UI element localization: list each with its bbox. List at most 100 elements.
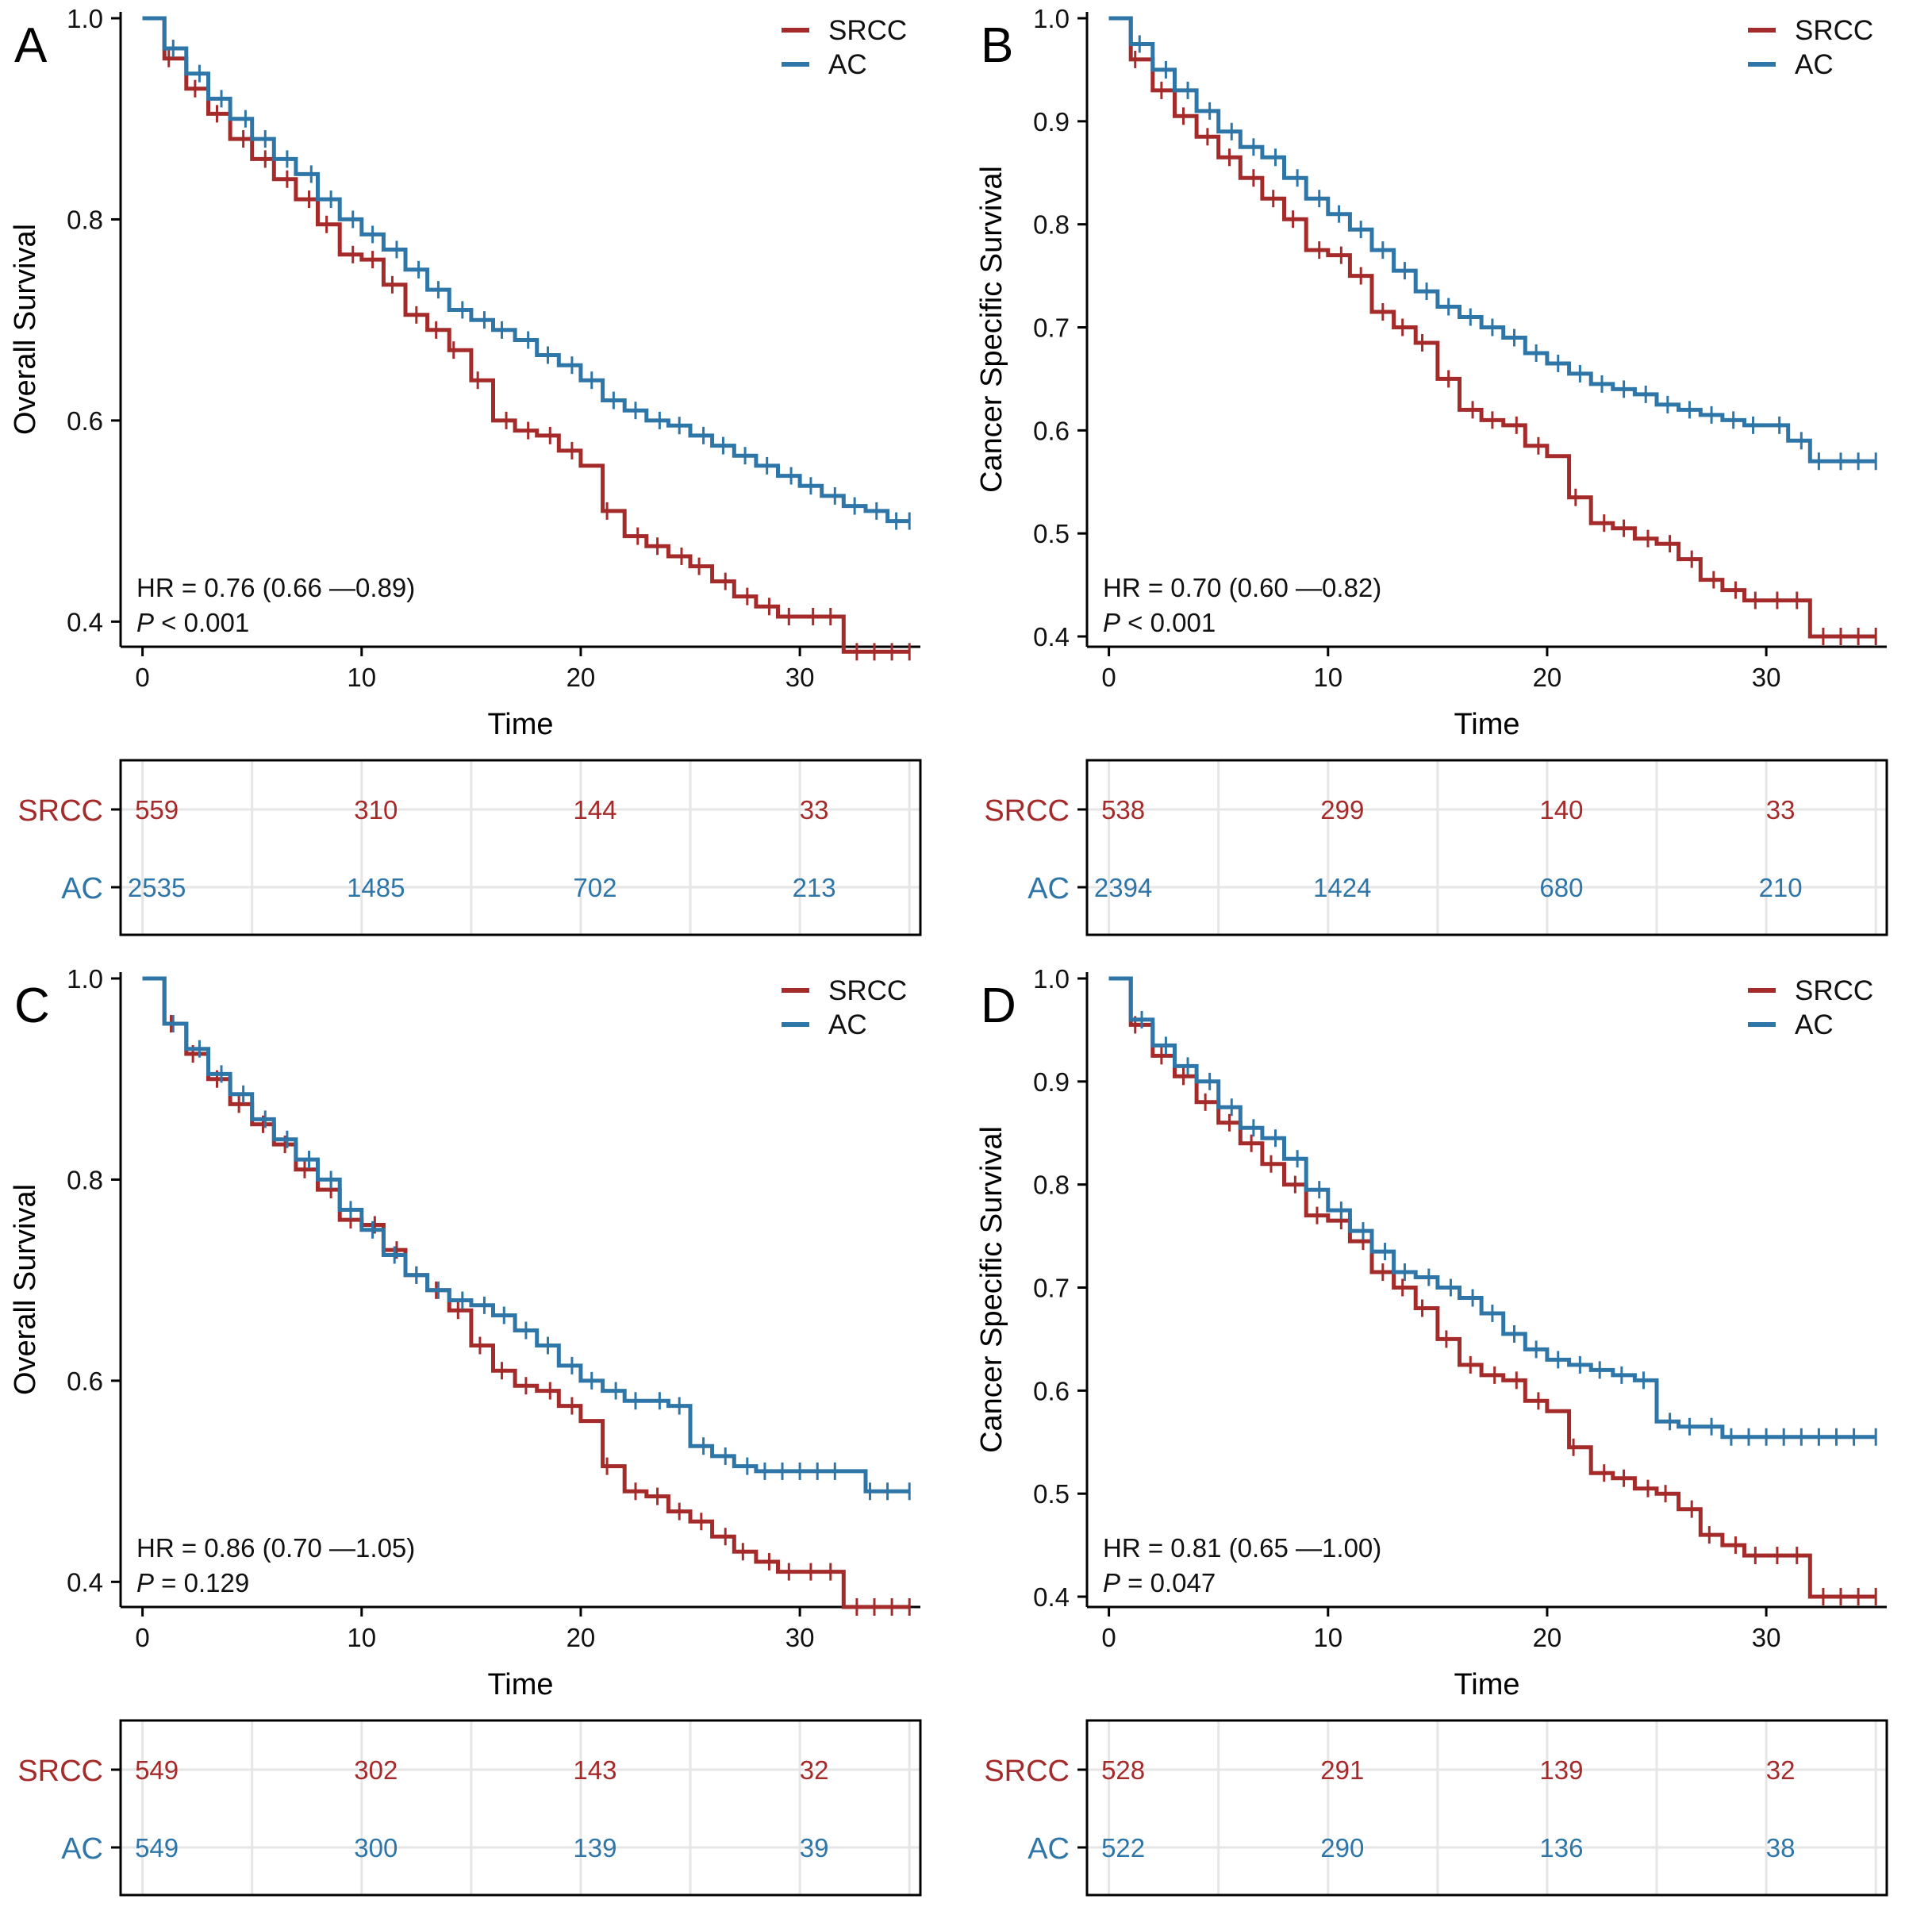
legend-label-ac: AC — [828, 1009, 867, 1040]
risk-count-srcc: 299 — [1320, 795, 1364, 825]
km-chart-svg: B 0.4 0.5 0.6 0.7 0.8 0.9 1.0 0 10 20 30 Time Cancer … — [975, 4, 1888, 936]
risk-group-label-ac: AC — [1027, 872, 1070, 905]
x-tick-label: 10 — [347, 1623, 376, 1652]
x-tick-label: 30 — [785, 1623, 815, 1652]
p-value-text: P < 0.001 — [1103, 608, 1216, 637]
x-axis-title: Time — [487, 1668, 553, 1701]
risk-count-srcc: 302 — [354, 1755, 398, 1785]
hazard-ratio-text: HR = 0.70 (0.60 —0.82) — [1103, 573, 1381, 602]
km-curves — [1108, 16, 1877, 646]
risk-count-srcc: 33 — [800, 795, 829, 825]
y-tick-label: 0.5 — [1033, 1479, 1070, 1509]
risk-table: SRCC 528 291 139 32 AC 522 290 136 38 — [984, 1719, 1888, 1897]
y-tick-label: 0.6 — [1033, 1376, 1070, 1405]
risk-count-srcc: 33 — [1766, 795, 1796, 825]
risk-group-label-srcc: SRCC — [17, 1755, 103, 1788]
y-axis-title: Overall Survival — [9, 1184, 42, 1395]
x-tick-label: 30 — [785, 663, 815, 692]
y-tick-label: 0.4 — [1033, 622, 1070, 652]
risk-count-srcc: 549 — [135, 1755, 179, 1785]
risk-count-ac: 139 — [573, 1833, 616, 1863]
p-value-text: P < 0.001 — [136, 608, 249, 637]
risk-table-frame — [119, 759, 922, 936]
km-chart-svg: A 0.4 0.6 0.8 1.0 0 10 20 30 Time Overall Survival… — [9, 4, 922, 936]
x-tick-label: 20 — [567, 663, 596, 692]
y-tick-label: 0.8 — [67, 1165, 103, 1194]
km-chart-svg: D 0.4 0.5 0.6 0.7 0.8 0.9 1.0 0 10 20 30 Time Cancer … — [975, 964, 1888, 1897]
legend-label-ac: AC — [1795, 1009, 1834, 1040]
legend-label-srcc: SRCC — [1795, 15, 1873, 46]
y-tick-label: 0.8 — [1033, 1171, 1070, 1200]
x-tick-label: 10 — [1313, 1623, 1342, 1652]
legend-label-srcc: SRCC — [828, 975, 907, 1006]
panel-letter: B — [981, 18, 1013, 73]
km-panel-d: D 0.4 0.5 0.6 0.7 0.8 0.9 1.0 0 10 20 30 Time Cancer … — [966, 960, 1919, 1920]
x-tick-label: 0 — [135, 663, 149, 692]
km-curves — [142, 976, 911, 1616]
x-tick-label: 20 — [1533, 663, 1562, 692]
x-tick-label: 30 — [1752, 1623, 1781, 1652]
y-tick-label: 1.0 — [1033, 4, 1070, 33]
risk-table: SRCC 549 302 143 32 AC 549 300 139 39 — [17, 1719, 922, 1897]
y-tick-label: 1.0 — [1033, 964, 1070, 994]
x-tick-label: 0 — [135, 1623, 149, 1652]
x-tick-label: 30 — [1752, 663, 1781, 692]
legend-label-ac: AC — [1795, 49, 1834, 80]
risk-count-ac: 2535 — [128, 873, 186, 902]
risk-count-ac: 1424 — [1313, 873, 1371, 902]
panel-letter: C — [14, 978, 50, 1033]
risk-count-srcc: 32 — [1766, 1755, 1796, 1785]
risk-count-ac: 210 — [1759, 873, 1803, 902]
legend-label-srcc: SRCC — [828, 15, 907, 46]
risk-count-ac: 38 — [1766, 1833, 1796, 1863]
x-tick-label: 0 — [1101, 663, 1116, 692]
km-curve-srcc — [1108, 976, 1876, 1599]
risk-table-frame — [119, 1719, 922, 1897]
risk-group-label-ac: AC — [61, 1832, 103, 1866]
risk-table: SRCC 538 299 140 33 AC 2394 1424 680 210 — [984, 759, 1888, 936]
risk-count-ac: 300 — [354, 1833, 398, 1863]
risk-table-frame — [1085, 759, 1888, 936]
y-axis-title: Cancer Specific Survival — [975, 1126, 1008, 1453]
y-tick-label: 1.0 — [67, 4, 103, 33]
risk-count-srcc: 139 — [1539, 1755, 1583, 1785]
risk-count-srcc: 143 — [573, 1755, 616, 1785]
hazard-ratio-text: HR = 0.81 (0.65 —1.00) — [1103, 1533, 1381, 1563]
km-curve-ac — [142, 16, 910, 524]
y-tick-label: 0.9 — [1033, 1067, 1070, 1097]
x-tick-label: 0 — [1101, 1623, 1116, 1652]
risk-count-srcc: 310 — [354, 795, 398, 825]
km-curves — [142, 16, 911, 661]
y-tick-label: 0.8 — [67, 205, 103, 234]
x-axis-title: Time — [1454, 708, 1519, 741]
risk-count-ac: 2394 — [1094, 873, 1152, 902]
risk-count-srcc: 140 — [1539, 795, 1583, 825]
y-tick-label: 0.7 — [1033, 313, 1070, 343]
risk-count-ac: 680 — [1539, 873, 1583, 902]
risk-count-srcc: 538 — [1101, 795, 1145, 825]
km-curve-ac — [142, 976, 910, 1494]
km-panel-a: A 0.4 0.6 0.8 1.0 0 10 20 30 Time Overall Survival… — [0, 0, 952, 960]
risk-count-ac: 702 — [573, 873, 616, 902]
panel-letter: A — [14, 18, 48, 73]
risk-count-srcc: 291 — [1320, 1755, 1364, 1785]
p-value: = 0.129 — [154, 1568, 249, 1597]
risk-count-srcc: 144 — [573, 795, 616, 825]
y-tick-label: 0.6 — [67, 1367, 103, 1396]
risk-count-srcc: 528 — [1101, 1755, 1145, 1785]
risk-count-ac: 39 — [800, 1833, 829, 1863]
km-panel-c: C 0.4 0.6 0.8 1.0 0 10 20 30 Time Overall Survival… — [0, 960, 952, 1920]
y-tick-label: 0.7 — [1033, 1274, 1070, 1303]
y-tick-label: 0.4 — [67, 1567, 103, 1597]
risk-group-label-srcc: SRCC — [984, 1755, 1070, 1788]
x-tick-label: 20 — [1533, 1623, 1562, 1652]
hazard-ratio-text: HR = 0.76 (0.66 —0.89) — [136, 573, 415, 602]
km-curve-srcc — [142, 16, 910, 654]
x-tick-label: 10 — [347, 663, 376, 692]
risk-table-frame — [1085, 1719, 1888, 1897]
km-curve-ac — [1108, 16, 1876, 463]
